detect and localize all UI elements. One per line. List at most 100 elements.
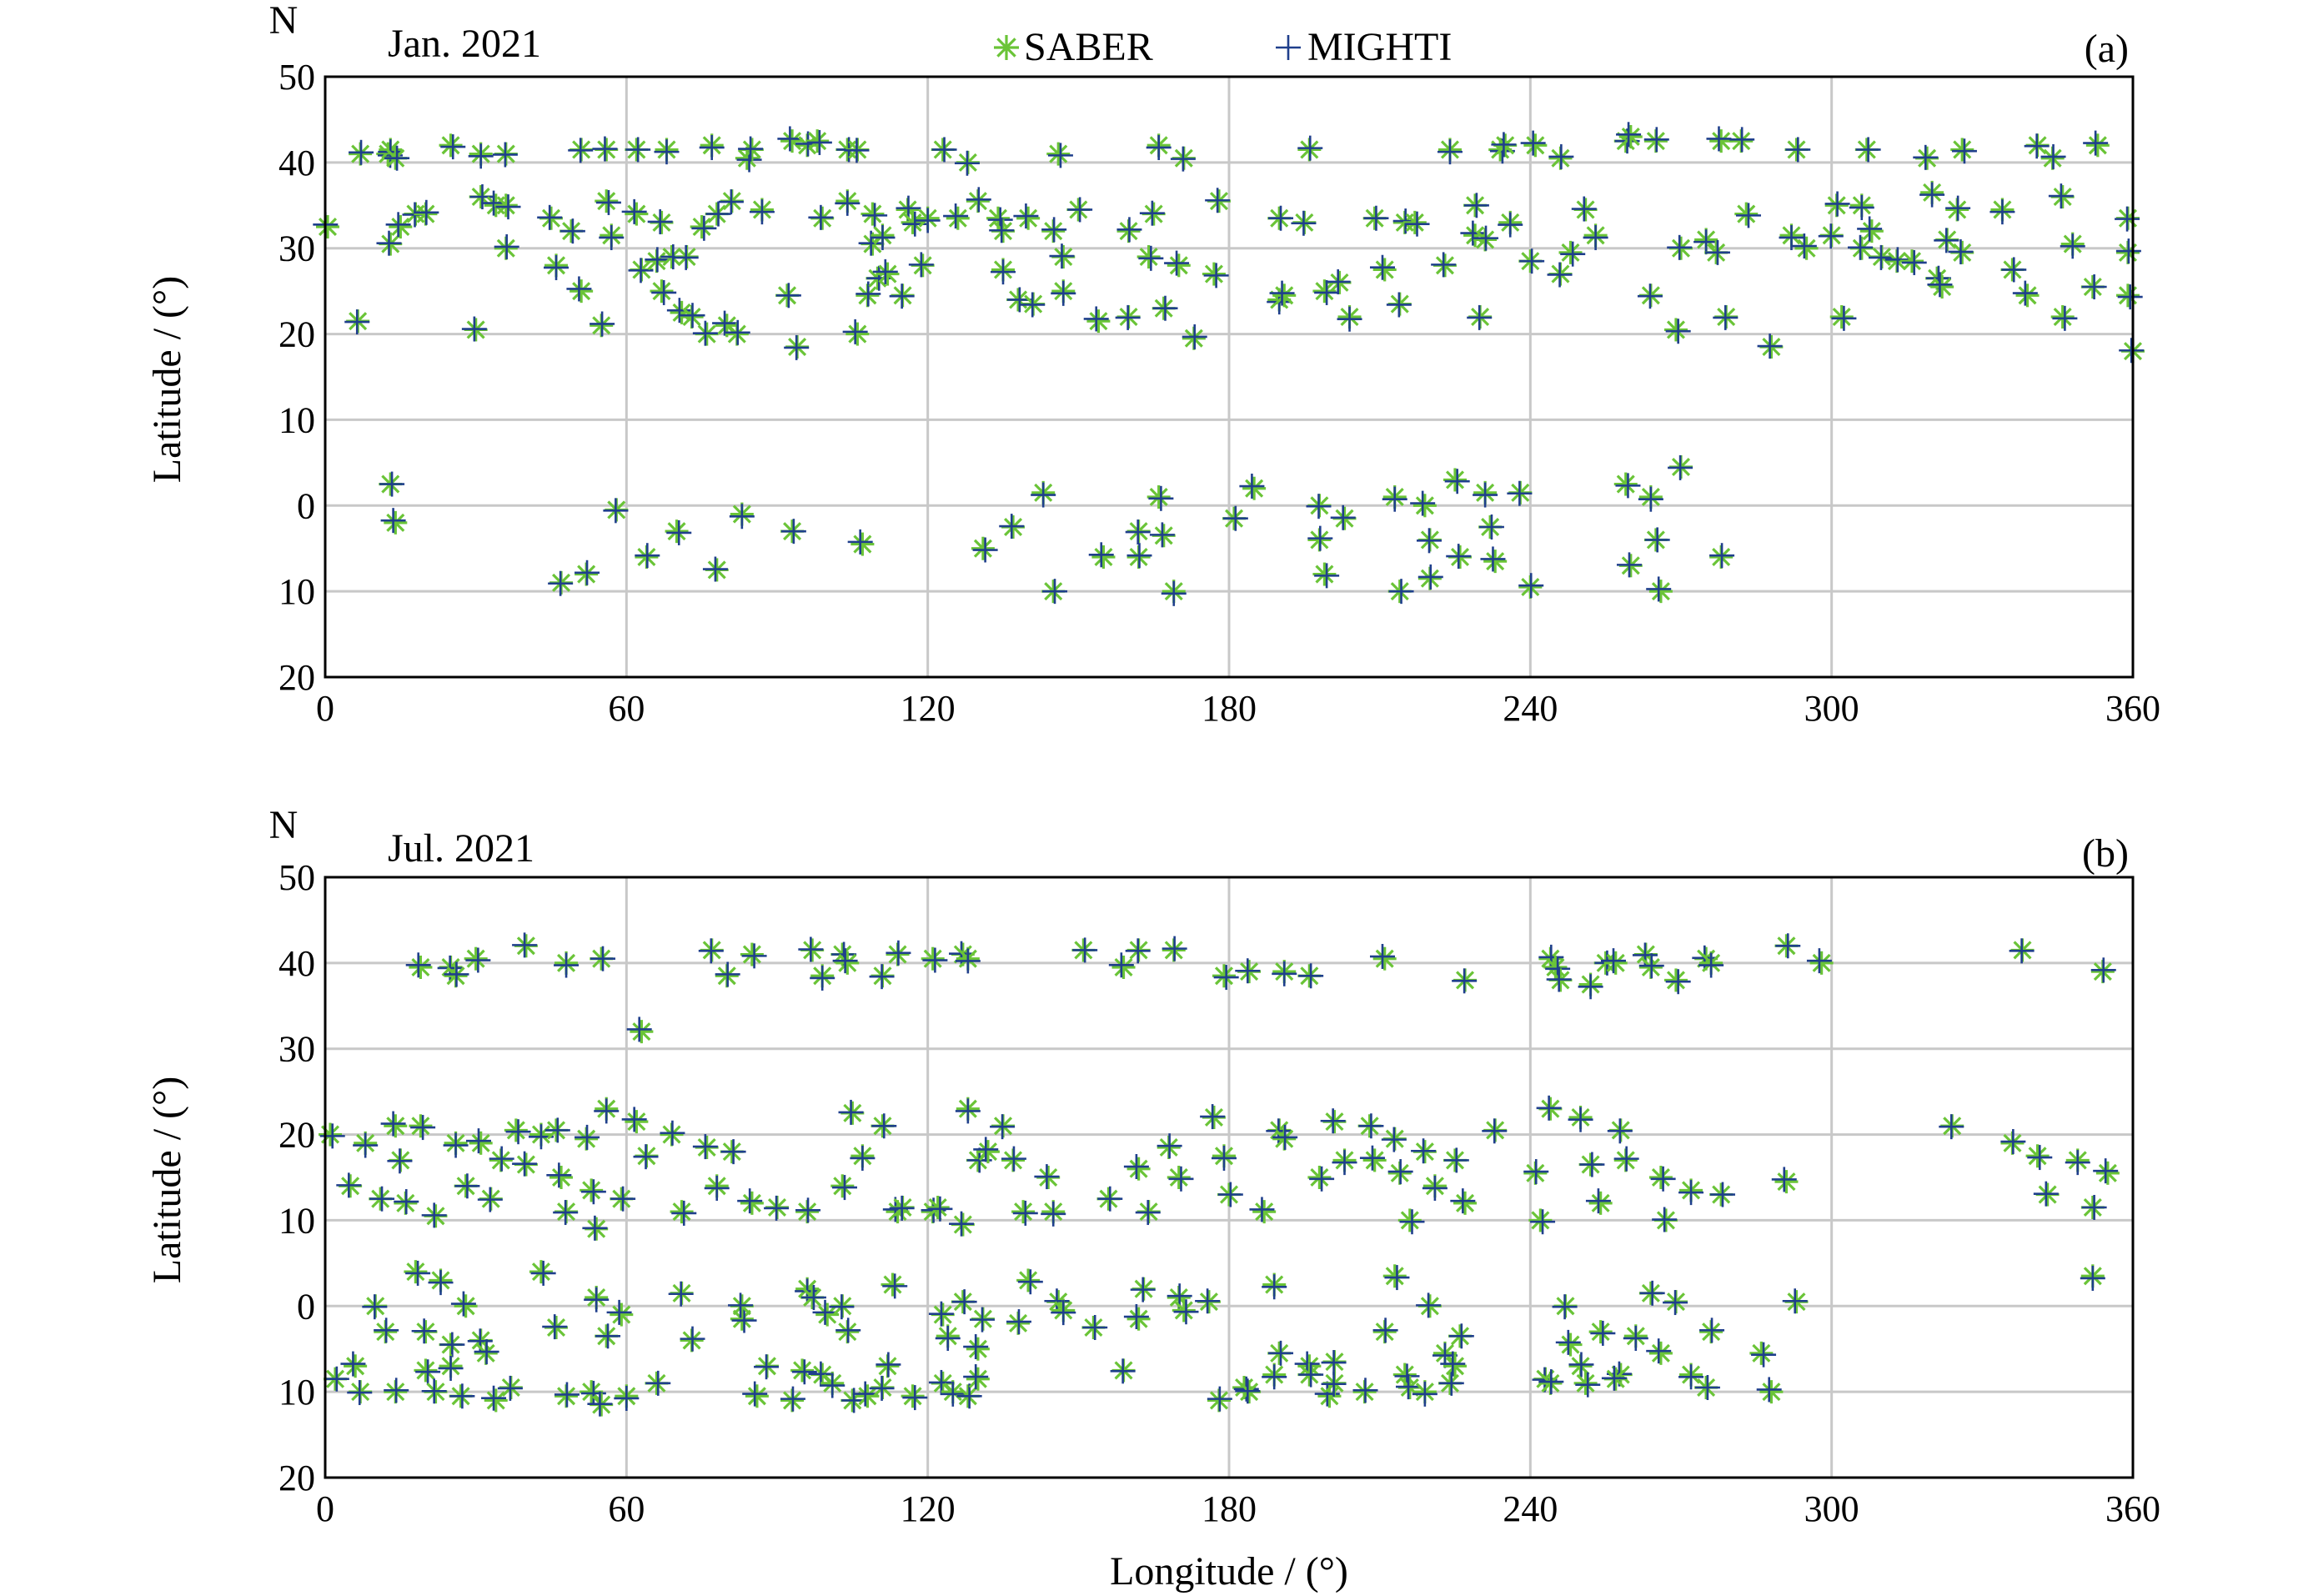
panel-a-markers — [313, 122, 2145, 606]
data-point — [1167, 1166, 1194, 1192]
mighti-point — [592, 136, 618, 162]
data-point — [1202, 262, 1229, 289]
mighti-point — [336, 1172, 362, 1198]
mighti-point — [1848, 234, 1873, 260]
mighti-point — [410, 1115, 436, 1141]
data-point — [384, 1378, 409, 1404]
data-point — [1149, 522, 1176, 548]
mighti-point — [599, 224, 625, 250]
saber-point — [1734, 202, 1759, 226]
mighti-point — [1352, 1378, 1378, 1403]
data-point — [1172, 1298, 1199, 1325]
data-point — [1528, 1208, 1556, 1235]
saber-point — [1146, 485, 1171, 509]
mighti-point — [1314, 279, 1340, 305]
data-point — [1668, 454, 1693, 480]
saber-point — [1774, 1170, 1799, 1194]
mighti-point — [1444, 469, 1470, 494]
data-point — [1568, 1106, 1593, 1132]
data-point — [1927, 272, 1954, 299]
mighti-point — [376, 230, 402, 256]
data-point — [1157, 1133, 1182, 1159]
mighti-point — [725, 319, 750, 345]
mighti-point — [671, 1200, 697, 1226]
mighti-point — [1416, 1292, 1442, 1318]
mighti-point — [1041, 217, 1067, 243]
mighti-point — [635, 543, 660, 569]
data-point — [464, 946, 491, 973]
data-point — [1396, 1374, 1422, 1400]
data-point — [1031, 480, 1056, 508]
data-point — [1849, 193, 1874, 220]
data-point — [699, 133, 725, 160]
data-point — [1756, 1377, 1784, 1404]
data-point — [1771, 1167, 1799, 1194]
mighti-point — [568, 138, 594, 163]
data-point — [1272, 1124, 1298, 1151]
data-point — [966, 187, 991, 213]
data-point — [1170, 146, 1196, 172]
mighti-point — [1116, 217, 1142, 243]
mighti-point — [566, 276, 592, 302]
mighti-point — [1363, 205, 1389, 231]
mighti-point — [1601, 948, 1627, 974]
data-point — [1152, 295, 1178, 321]
data-point — [566, 276, 594, 304]
mighti-point — [2081, 1195, 2107, 1220]
data-point — [1663, 968, 1691, 995]
mighti-point — [1381, 1127, 1407, 1152]
mighti-point — [1067, 197, 1093, 223]
data-point — [1480, 546, 1508, 574]
mighti-point — [1818, 223, 1844, 249]
data-point — [999, 514, 1026, 540]
data-point — [1818, 223, 1844, 249]
data-point — [829, 1294, 855, 1320]
data-point — [374, 1317, 399, 1344]
mighti-point — [1411, 1138, 1437, 1164]
x-tick-label: 360 — [2105, 688, 2160, 729]
data-point — [1239, 474, 1267, 500]
saber-point — [1372, 258, 1397, 282]
mighti-point — [647, 208, 673, 234]
saber-point — [1307, 1166, 1332, 1189]
mighti-point — [1523, 1159, 1549, 1185]
data-point — [319, 1122, 345, 1149]
mighti-point — [990, 1114, 1016, 1140]
mighti-point — [553, 1200, 579, 1226]
data-point — [497, 1375, 523, 1401]
mighti-point — [1437, 139, 1463, 165]
data-point — [349, 139, 374, 166]
mighti-point — [1699, 1317, 1725, 1343]
data-point — [1713, 304, 1739, 330]
mighti-point — [943, 203, 969, 229]
mighti-point — [720, 1139, 746, 1165]
mighti-point — [692, 320, 718, 346]
mighti-point — [495, 194, 521, 220]
mighti-point — [1222, 505, 1248, 531]
mighti-point — [951, 1289, 977, 1315]
mighti-point — [1491, 132, 1517, 158]
mighti-point — [1568, 1352, 1594, 1378]
mighti-point — [666, 519, 692, 545]
mighti-point — [438, 1355, 464, 1381]
data-point — [1123, 1304, 1151, 1331]
data-point — [1387, 1159, 1413, 1185]
mighti-point — [1538, 944, 1564, 970]
data-point — [504, 1118, 531, 1145]
mighti-point — [374, 1317, 399, 1343]
data-point — [1693, 228, 1719, 255]
data-point — [1125, 938, 1151, 964]
mighti-point — [492, 142, 518, 168]
saber-point — [1443, 468, 1467, 492]
data-point — [705, 201, 731, 227]
saber-point — [830, 1174, 855, 1198]
mighti-point — [2009, 938, 2035, 964]
mighti-point — [949, 1211, 975, 1237]
data-point — [2025, 1144, 2053, 1171]
saber-point — [1759, 1380, 1784, 1404]
mighti-point — [1546, 966, 1572, 992]
data-point — [1146, 485, 1174, 511]
mighti-point — [1235, 958, 1261, 984]
mighti-point — [855, 281, 881, 307]
mighti-point — [1123, 1154, 1149, 1180]
